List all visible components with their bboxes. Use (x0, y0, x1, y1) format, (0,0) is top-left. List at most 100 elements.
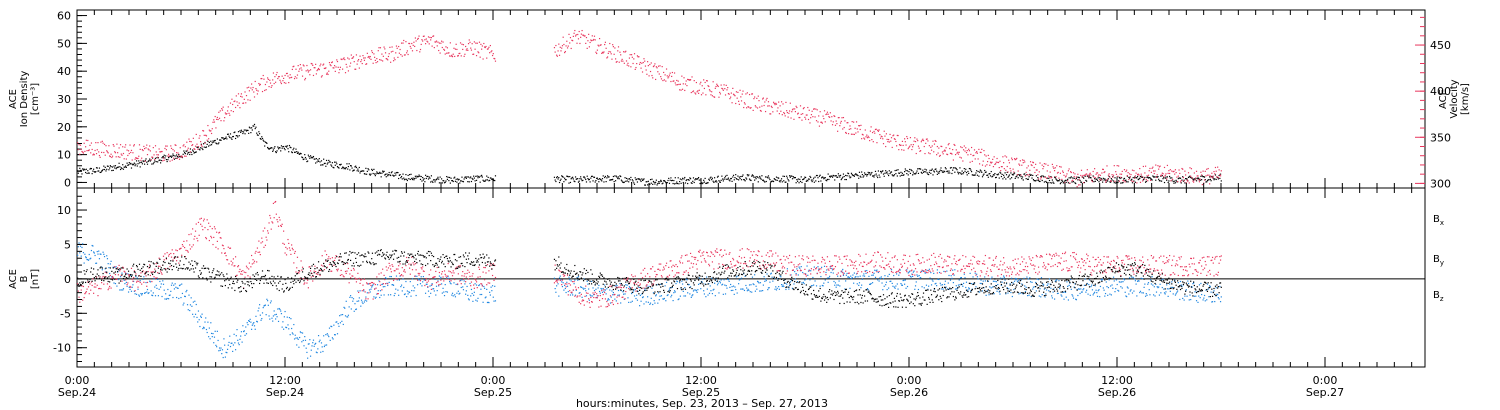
by-point (637, 290, 639, 293)
velocity-point (702, 92, 704, 94)
velocity-point (1053, 170, 1056, 172)
bz-point (129, 285, 131, 288)
velocity-point (1041, 164, 1043, 166)
by-point (310, 349, 312, 351)
density-point (711, 179, 713, 181)
by-point (481, 293, 483, 296)
bz-point (198, 234, 200, 236)
by-point (950, 275, 952, 277)
velocity-point (304, 77, 307, 80)
density-point (457, 178, 459, 180)
by-point (488, 301, 490, 304)
velocity-point (920, 150, 922, 152)
by-point (406, 296, 408, 298)
density-point (245, 129, 247, 131)
velocity-point (1206, 174, 1209, 176)
velocity-point (447, 52, 449, 54)
by-point (1103, 289, 1105, 291)
density-point (491, 178, 493, 181)
by-point (402, 278, 404, 280)
density-point (948, 170, 950, 172)
by-point (1220, 296, 1222, 298)
by-point (432, 288, 434, 290)
velocity-point (607, 52, 609, 54)
by-point (754, 290, 756, 292)
density-point (628, 181, 630, 183)
by-point (426, 283, 428, 285)
velocity-point (999, 160, 1001, 162)
by-point (78, 242, 80, 244)
density-point (762, 179, 764, 181)
velocity-point (952, 148, 954, 151)
velocity-point (739, 89, 741, 91)
velocity-point (494, 60, 497, 62)
by-point (90, 249, 93, 252)
by-point (1084, 278, 1086, 280)
bz-point (299, 270, 301, 272)
velocity-point (1190, 175, 1192, 177)
velocity-point (96, 149, 98, 151)
velocity-point (161, 150, 163, 153)
velocity-point (1143, 177, 1145, 179)
density-point (928, 171, 930, 173)
by-point (423, 279, 425, 281)
by-point (794, 278, 797, 280)
density-point (770, 181, 772, 183)
by-point (948, 274, 950, 277)
by-point (154, 295, 157, 297)
velocity-point (82, 151, 84, 153)
density-point (673, 179, 675, 182)
density-point (100, 171, 102, 173)
velocity-point (197, 148, 199, 150)
density-point (316, 161, 318, 163)
bz-point (145, 275, 147, 277)
by-point (859, 275, 861, 277)
density-point (311, 157, 313, 159)
velocity-point (143, 145, 145, 148)
velocity-point (418, 35, 420, 37)
by-point (293, 338, 296, 340)
velocity-point (98, 151, 100, 153)
density-point (1198, 179, 1201, 181)
velocity-point (987, 160, 989, 163)
density-point (991, 176, 993, 178)
density-point (117, 166, 119, 168)
velocity-point (756, 97, 758, 99)
velocity-point (750, 107, 752, 109)
velocity-point (673, 72, 676, 74)
by-point (1121, 287, 1123, 289)
velocity-point (456, 48, 458, 51)
by-point (218, 350, 220, 352)
by-point (602, 287, 604, 290)
density-point (961, 170, 963, 172)
velocity-point (454, 48, 457, 50)
density-point (1040, 175, 1043, 177)
velocity-point (186, 149, 189, 151)
density-point (817, 177, 819, 179)
density-point (653, 181, 655, 184)
by-point (824, 279, 826, 281)
bz-point (325, 260, 327, 262)
by-point (837, 284, 839, 286)
density-point (1147, 176, 1149, 178)
density-point (424, 174, 427, 176)
density-point (932, 174, 934, 176)
by-point (960, 277, 962, 279)
density-point (964, 170, 966, 172)
by-point (963, 273, 965, 275)
velocity-point (262, 74, 264, 77)
by-point (293, 323, 295, 326)
by-point (421, 285, 423, 287)
density-point (613, 180, 615, 183)
bz-point (319, 274, 321, 277)
by-point (422, 275, 424, 278)
density-point (963, 167, 965, 170)
density-point (853, 174, 855, 177)
density-point (232, 135, 234, 138)
by-point (266, 298, 268, 300)
density-point (160, 159, 162, 162)
density-point (933, 170, 935, 172)
velocity-axis-label: [km/s] (1460, 83, 1471, 115)
velocity-point (652, 65, 655, 68)
by-point (1163, 288, 1165, 290)
